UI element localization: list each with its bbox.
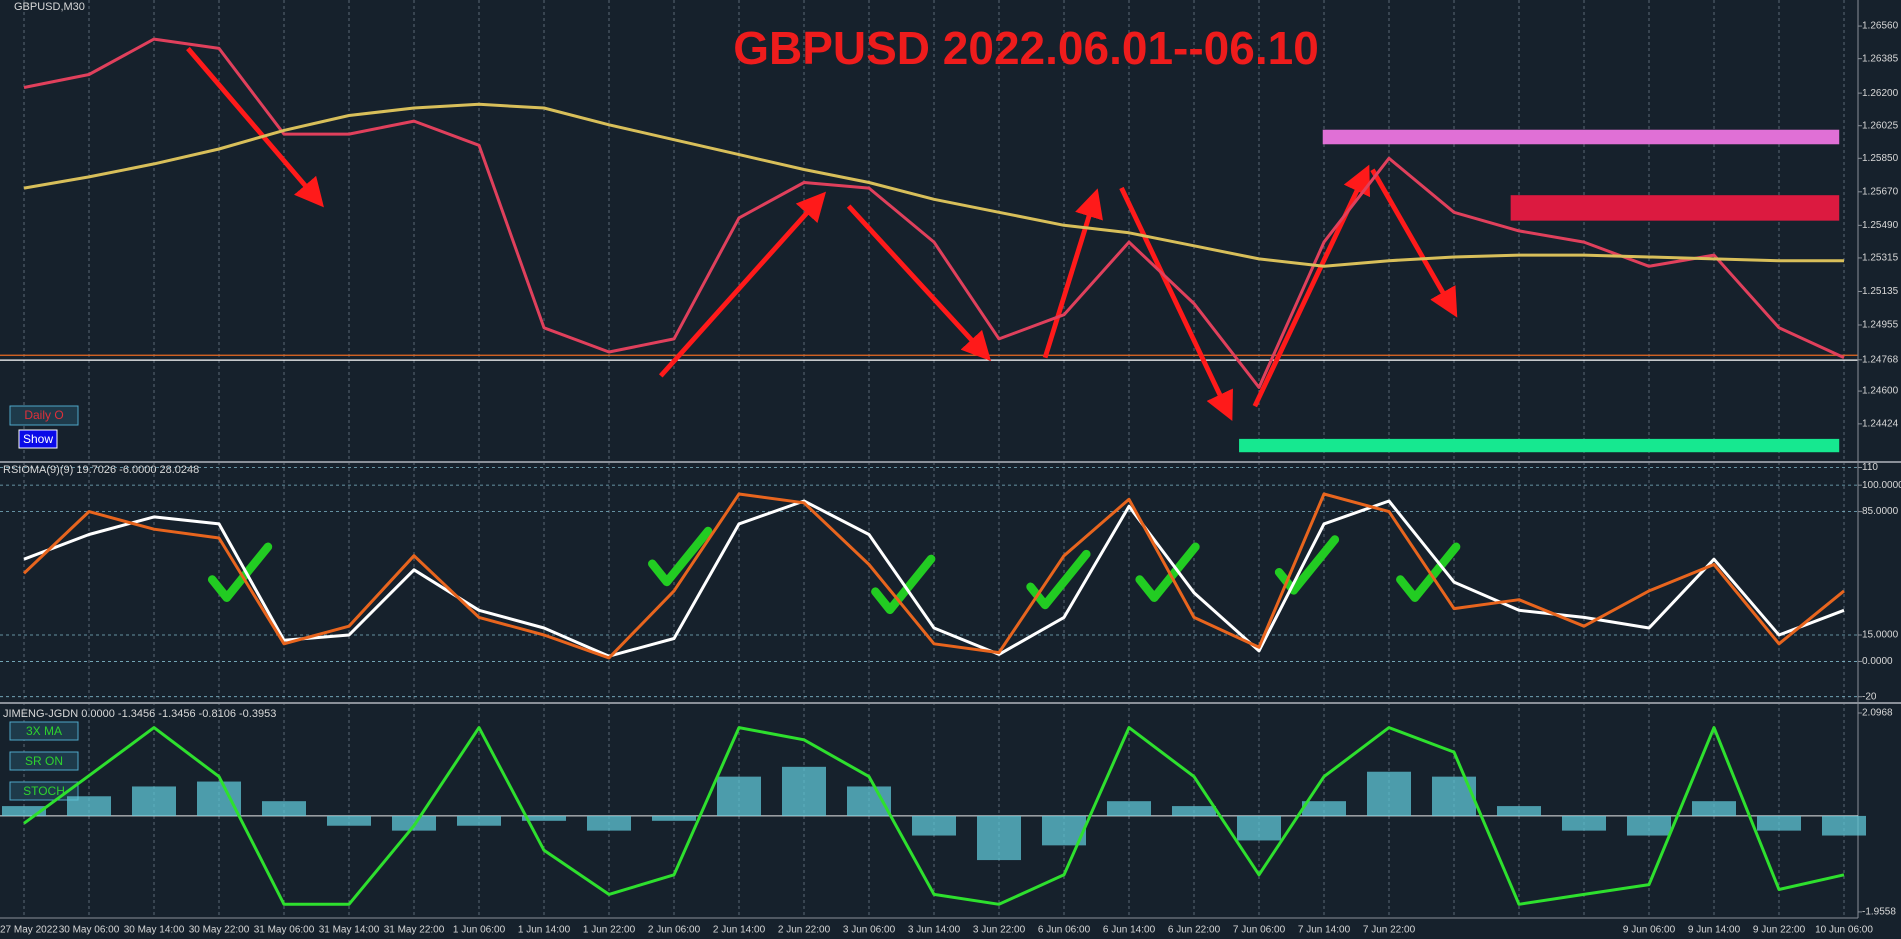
x-tick-label: 9 Jun 14:00 bbox=[1688, 925, 1741, 936]
x-tick-label: 31 May 14:00 bbox=[319, 925, 380, 936]
x-tick-label: 30 May 06:00 bbox=[59, 925, 120, 936]
x-tick-label: 10 Jun 06:00 bbox=[1815, 925, 1873, 936]
histogram-bar bbox=[1107, 801, 1151, 816]
checkmarks bbox=[207, 526, 1461, 615]
histogram-bar bbox=[522, 815, 566, 821]
y-tick-label: 15.0000 bbox=[1862, 630, 1899, 641]
button[interactable] bbox=[9, 751, 79, 771]
x-tick-label: 7 Jun 06:00 bbox=[1233, 925, 1286, 936]
y-tick-label: 100.0000 bbox=[1862, 480, 1901, 491]
histogram-bar bbox=[717, 776, 761, 816]
x-tick-label: 30 May 14:00 bbox=[124, 925, 185, 936]
chart-title: GBPUSD 2022.06.01--06.10 bbox=[733, 22, 1319, 74]
button[interactable] bbox=[9, 721, 79, 741]
x-tick-label: 9 Jun 22:00 bbox=[1753, 925, 1806, 936]
y-tick-label: 110 bbox=[1862, 462, 1878, 473]
x-tick-label: 6 Jun 06:00 bbox=[1038, 925, 1091, 936]
x-tick-label: 2 Jun 14:00 bbox=[713, 925, 766, 936]
x-tick-label: 6 Jun 14:00 bbox=[1103, 925, 1156, 936]
y-tick-label: 1.25670 bbox=[1862, 186, 1899, 197]
button-label[interactable]: Daily O bbox=[24, 408, 63, 422]
histogram-bar bbox=[67, 796, 111, 816]
histogram-bar bbox=[652, 815, 696, 821]
histogram-bar bbox=[1497, 806, 1541, 816]
y-tick-label: 1.26025 bbox=[1862, 120, 1899, 131]
histogram-bar bbox=[847, 786, 891, 816]
histogram-bar bbox=[1432, 776, 1476, 816]
histogram-bar bbox=[912, 815, 956, 836]
y-tick-label: 1.26385 bbox=[1862, 53, 1899, 64]
series-line bbox=[23, 499, 1845, 658]
button-label[interactable]: Show bbox=[23, 432, 53, 446]
x-tick-label: 3 Jun 14:00 bbox=[908, 925, 961, 936]
zone bbox=[1510, 195, 1840, 221]
y-tick-label: 2.0968 bbox=[1862, 708, 1893, 719]
histogram-bar bbox=[1822, 815, 1866, 836]
x-tick-label: 3 Jun 22:00 bbox=[973, 925, 1026, 936]
y-tick-label: 1.25850 bbox=[1862, 153, 1899, 164]
button[interactable] bbox=[18, 429, 58, 449]
histogram-bar bbox=[262, 801, 306, 816]
y-tick-label: 1.26560 bbox=[1862, 21, 1899, 32]
x-tick-label: 6 Jun 22:00 bbox=[1168, 925, 1221, 936]
x-tick-label: 1 Jun 14:00 bbox=[518, 925, 571, 936]
histogram-bar bbox=[1562, 815, 1606, 831]
histogram-bar bbox=[132, 786, 176, 816]
series-line bbox=[23, 726, 1845, 906]
x-tick-label: 1 Jun 06:00 bbox=[453, 925, 506, 936]
series-line bbox=[23, 102, 1844, 268]
y-tick-label: 1.24768 bbox=[1862, 354, 1899, 365]
zone bbox=[1322, 129, 1840, 145]
button-label[interactable]: SR ON bbox=[25, 754, 63, 768]
button-label[interactable]: 3X MA bbox=[26, 724, 62, 738]
y-tick-label: 1.24955 bbox=[1862, 320, 1899, 331]
x-tick-label: 7 Jun 14:00 bbox=[1298, 925, 1351, 936]
histogram-bar bbox=[1302, 801, 1346, 816]
x-tick-label: 31 May 22:00 bbox=[384, 925, 445, 936]
histogram-bar bbox=[197, 781, 241, 816]
histogram-bar bbox=[1627, 815, 1671, 836]
indicator-label: JIMENG-JGDN 0.0000 -1.3456 -1.3456 -0.81… bbox=[3, 708, 276, 720]
series-line bbox=[22, 492, 1845, 660]
histogram-bar bbox=[977, 815, 1021, 861]
histogram-bar bbox=[1692, 801, 1736, 816]
zone bbox=[1239, 438, 1840, 453]
x-tick-label: 9 Jun 06:00 bbox=[1623, 925, 1676, 936]
histogram-bar bbox=[327, 815, 371, 826]
y-tick-label: 85.0000 bbox=[1862, 506, 1899, 517]
annotations bbox=[0, 46, 1858, 615]
x-tick-label: 27 May 2022 bbox=[0, 925, 58, 936]
x-tick-label: 31 May 06:00 bbox=[254, 925, 315, 936]
x-tick-label: 2 Jun 22:00 bbox=[778, 925, 831, 936]
button[interactable] bbox=[9, 405, 79, 426]
histogram-bar bbox=[1757, 815, 1801, 831]
x-tick-label: 2 Jun 06:00 bbox=[648, 925, 701, 936]
y-tick-label: 0.0000 bbox=[1862, 656, 1893, 667]
button-label[interactable]: STOCH bbox=[23, 784, 65, 798]
series-line bbox=[23, 37, 1845, 389]
x-tick-label: 7 Jun 22:00 bbox=[1363, 925, 1416, 936]
histogram-bar bbox=[587, 815, 631, 831]
y-tick-label: 1.25490 bbox=[1862, 220, 1899, 231]
y-tick-label: 1.25315 bbox=[1862, 253, 1899, 264]
histogram-bar bbox=[1172, 806, 1216, 816]
histogram-bar bbox=[782, 766, 826, 816]
histogram-bar bbox=[1367, 771, 1411, 816]
y-tick-label: 1.25135 bbox=[1862, 286, 1899, 297]
histogram-bar bbox=[457, 815, 501, 826]
y-tick-label: -20 bbox=[1862, 691, 1877, 702]
y-tick-label: 1.24424 bbox=[1862, 419, 1899, 430]
symbol-label: GBPUSD,M30 bbox=[14, 1, 85, 13]
x-tick-label: 1 Jun 22:00 bbox=[583, 925, 636, 936]
indicator-label: RSIOMA(9)(9) 19.7026 -6.0000 28.0248 bbox=[3, 464, 199, 476]
y-tick-label: 1.24600 bbox=[1862, 386, 1899, 397]
histogram-bar bbox=[1237, 815, 1281, 841]
y-tick-label: -1.9558 bbox=[1862, 907, 1896, 918]
y-tick-label: 1.26200 bbox=[1862, 88, 1899, 99]
x-tick-label: 3 Jun 06:00 bbox=[843, 925, 896, 936]
histogram-bar bbox=[2, 806, 46, 816]
x-tick-label: 30 May 22:00 bbox=[189, 925, 250, 936]
